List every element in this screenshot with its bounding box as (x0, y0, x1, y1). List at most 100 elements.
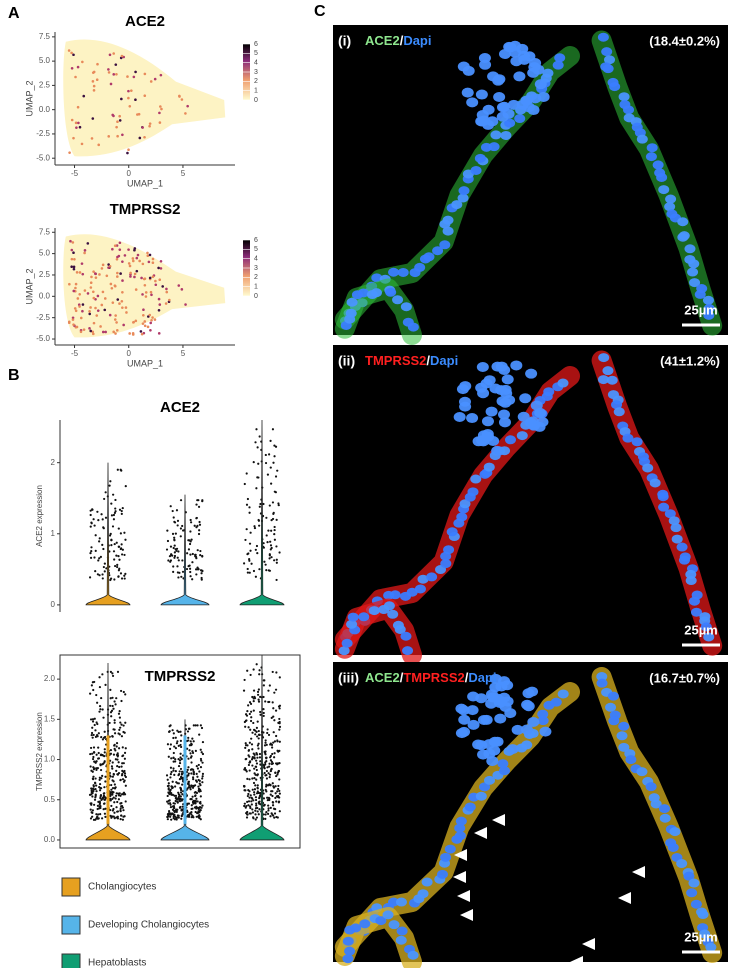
umap-dot (76, 297, 80, 300)
nucleus (497, 759, 509, 769)
jitter-dot (200, 578, 203, 581)
jitter-dot (251, 731, 254, 734)
umap-dot (150, 318, 153, 322)
jitter-dot (174, 794, 178, 797)
umap-dot (158, 278, 162, 281)
jitter-dot (266, 796, 269, 799)
nucleus (459, 499, 471, 509)
jitter-dot (259, 710, 262, 714)
jitter-dot (195, 573, 198, 576)
jitter-dot (256, 790, 259, 793)
jitter-dot (180, 770, 184, 773)
jitter-dot (95, 784, 98, 787)
jitter-dot (190, 521, 193, 524)
jitter-dot (271, 801, 275, 804)
umap-dot (131, 332, 135, 335)
jitter-dot (271, 746, 274, 749)
jitter-dot (273, 525, 276, 529)
umap-dot (184, 112, 187, 115)
umap-dot (95, 78, 99, 82)
nucleus (493, 74, 506, 85)
jitter-dot (118, 792, 121, 795)
jitter-dot (253, 525, 256, 528)
jitter-dot (95, 790, 98, 793)
nucleus (532, 64, 545, 75)
colorbar-label: 4 (254, 60, 258, 67)
jitter-dot (172, 736, 175, 740)
jitter-dot (187, 813, 190, 817)
jitter-dot (109, 670, 112, 673)
jitter-dot (119, 810, 122, 813)
jitter-dot (198, 529, 201, 532)
jitter-dot (98, 676, 101, 679)
jitter-dot (90, 733, 93, 737)
umap-dot (157, 266, 160, 270)
umap-dot (144, 295, 148, 298)
plot-title: TMPRSS2 (145, 668, 216, 685)
jitter-dot (262, 695, 265, 699)
jitter-dot (102, 565, 105, 569)
jitter-dot (172, 809, 176, 812)
umap-dot (114, 314, 117, 317)
jitter-dot (250, 737, 253, 740)
jitter-dot (262, 679, 265, 682)
nucleus (694, 289, 706, 299)
jitter-dot (245, 503, 249, 506)
jitter-dot (111, 674, 115, 678)
umap-dot (129, 275, 132, 278)
jitter-dot (187, 757, 190, 760)
umap-dot (81, 272, 85, 276)
umap-dot (113, 318, 117, 321)
jitter-dot (97, 800, 100, 803)
jitter-dot (92, 746, 96, 749)
nucleus (388, 267, 400, 277)
jitter-dot (193, 524, 196, 527)
umap-dot (91, 117, 95, 120)
jitter-dot (177, 782, 180, 785)
nucleus (602, 64, 614, 74)
jitter-dot (112, 753, 116, 756)
nucleus (346, 297, 358, 307)
nucleus (480, 714, 493, 725)
nucleus (658, 185, 670, 195)
jitter-dot (115, 745, 118, 748)
umap-dot (89, 329, 93, 333)
umap-dot (81, 60, 84, 64)
umap-dot (121, 133, 124, 137)
jitter-dot (262, 502, 265, 506)
jitter-dot (278, 789, 281, 793)
umap-dot (101, 290, 105, 294)
jitter-dot (111, 696, 114, 699)
jitter-dot (119, 818, 122, 821)
jitter-dot (253, 788, 257, 791)
jitter-dot (189, 540, 192, 543)
umap-dot (136, 113, 139, 116)
jitter-dot (174, 532, 177, 535)
nucleus (657, 492, 669, 502)
jitter-dot (103, 562, 106, 565)
jitter-dot (121, 762, 124, 765)
jitter-dot (166, 818, 169, 821)
jitter-dot (180, 776, 183, 779)
nucleus (491, 736, 504, 747)
jitter-dot (245, 528, 248, 531)
nucleus (417, 889, 429, 899)
jitter-dot (93, 717, 96, 720)
jitter-dot (100, 736, 103, 739)
jitter-dot (198, 523, 202, 526)
jitter-dot (253, 756, 256, 759)
jitter-dot (172, 769, 175, 772)
jitter-dot (192, 778, 195, 781)
stain-part: Dapi (468, 670, 496, 685)
jitter-dot (264, 750, 267, 753)
jitter-dot (108, 721, 111, 725)
jitter-dot (254, 798, 258, 802)
y-tick-label: -2.5 (36, 129, 50, 138)
nucleus (602, 366, 614, 376)
jitter-dot (178, 798, 181, 801)
jitter-dot (254, 796, 258, 799)
jitter-dot (246, 800, 249, 803)
stain-label: TMPRSS2/Dapi (365, 353, 458, 368)
jitter-dot (123, 751, 127, 754)
